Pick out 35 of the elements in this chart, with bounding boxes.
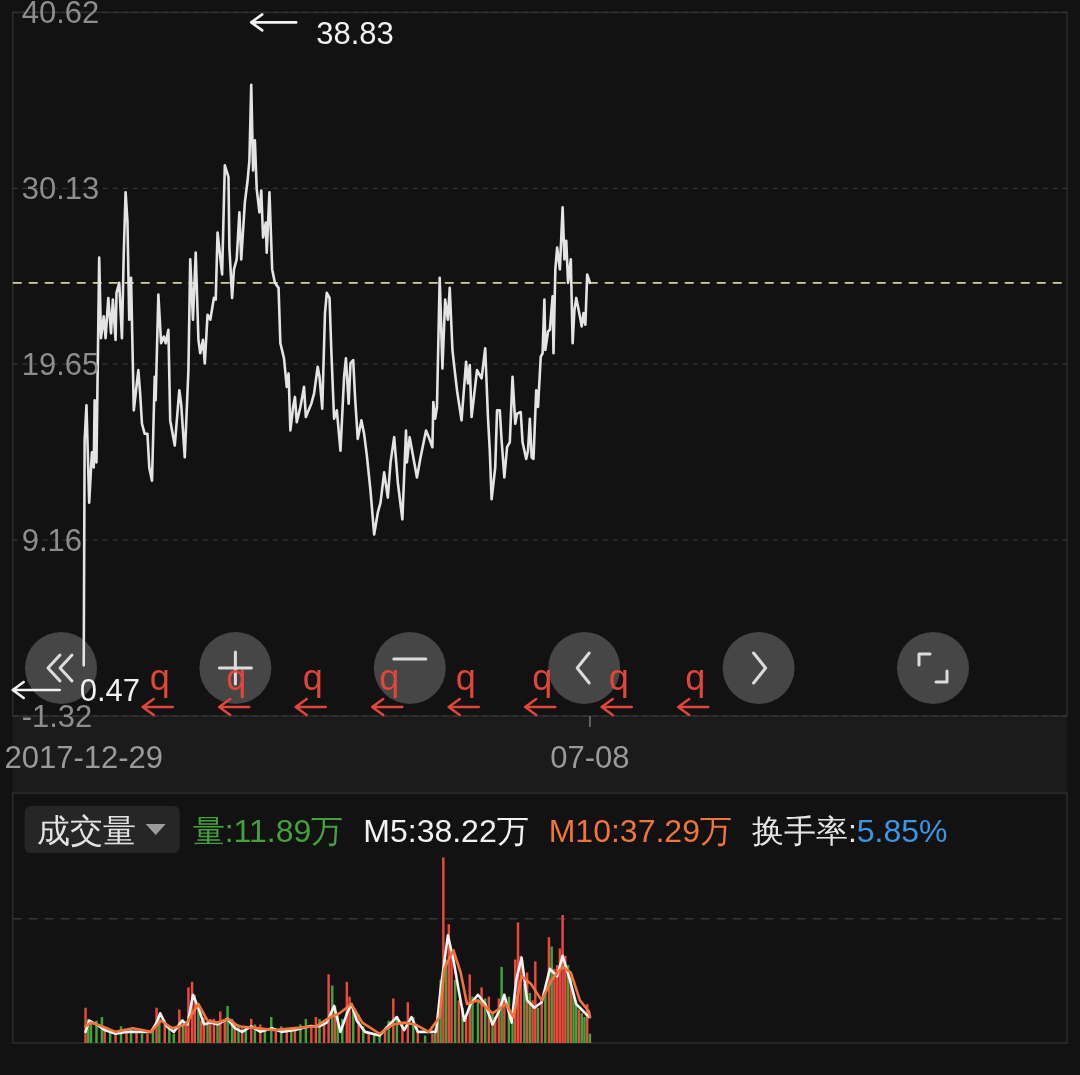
bar xyxy=(583,1017,586,1043)
annotation: q xyxy=(379,657,400,698)
bar xyxy=(534,961,537,1043)
bar xyxy=(550,946,553,1043)
bar xyxy=(135,1031,138,1043)
annotation: q xyxy=(685,657,706,698)
annotation: q xyxy=(302,657,323,698)
bar xyxy=(471,996,474,1043)
x-tick-label: 07-08 xyxy=(550,740,630,775)
bar xyxy=(540,1000,543,1044)
chart-title: 成交量 xyxy=(36,812,136,849)
bar xyxy=(146,1033,149,1043)
bar xyxy=(561,915,564,1043)
bar xyxy=(544,992,547,1043)
bar xyxy=(431,1033,434,1043)
annotation: q xyxy=(532,657,553,698)
text: M10:37.29万 xyxy=(548,813,732,849)
annotation: q xyxy=(226,657,247,698)
y-tick-label: 30.13 xyxy=(21,170,100,206)
y-tick-label: 40.62 xyxy=(21,0,100,30)
annotation: q xyxy=(455,657,476,698)
annotation: q xyxy=(149,657,170,698)
text: M5:38.22万 xyxy=(363,813,529,849)
text: 5.85% xyxy=(856,813,948,849)
bar xyxy=(206,1024,209,1043)
bar xyxy=(114,1033,117,1043)
annotation: q xyxy=(608,657,629,698)
bar xyxy=(125,1031,128,1043)
y-tick-label: 9.16 xyxy=(21,522,83,558)
bar xyxy=(216,1024,219,1043)
text: 量:11.89万 xyxy=(192,813,344,849)
x-tick-label: 2017-12-29 xyxy=(4,740,163,775)
text: 换手率: xyxy=(751,813,857,849)
bar xyxy=(226,1005,229,1043)
annotation: 38.83 xyxy=(316,15,394,51)
